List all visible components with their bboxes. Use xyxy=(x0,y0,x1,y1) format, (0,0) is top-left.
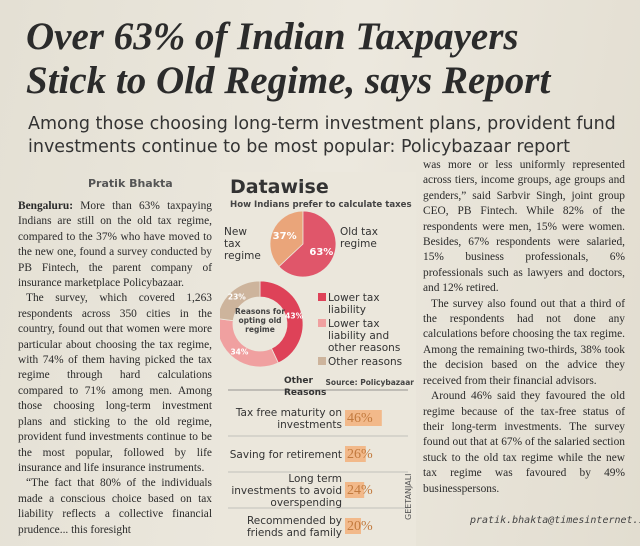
legend-swatch xyxy=(318,357,326,365)
pie-label: Old tax regime xyxy=(340,226,378,250)
donut-center: Reasons for opting old regime xyxy=(234,307,286,334)
slice xyxy=(278,210,337,278)
dateline: Bengaluru: xyxy=(18,200,74,212)
paragraph: The survey also found out that a third o… xyxy=(423,297,625,387)
value-label: 37% xyxy=(273,231,297,242)
headline: Over 63% of Indian Taxpayers xyxy=(26,15,519,58)
value-label: 26% xyxy=(347,447,373,462)
datawise-subtitle: How Indians prefer to calculate taxes xyxy=(230,200,412,210)
value-label: 43% xyxy=(285,311,303,320)
value-label: 24% xyxy=(347,483,373,498)
bar xyxy=(345,446,366,462)
value-label: 63% xyxy=(309,247,333,258)
legend-label: Other reasons xyxy=(328,356,403,368)
datawise-graphics: 37% 63% 43% 34% 23% 46% 26% 24% 20% xyxy=(220,210,408,534)
bar xyxy=(345,482,365,498)
datawise-box: 37% 63% 43% 34% 23% 46% 26% 24% 20% Datawise How… xyxy=(220,172,416,546)
legend-label: Lower tax liability xyxy=(328,292,380,316)
email: pratik.bhakta@timesinternet.in xyxy=(470,515,640,526)
source: Source: Policybazaar xyxy=(325,378,414,387)
text: More than 63% taxpaying Indians are stil… xyxy=(18,200,212,290)
row-label: Tax free maturity on investments xyxy=(235,407,342,431)
datawise-title: Datawise xyxy=(230,176,329,198)
slice xyxy=(220,280,261,322)
headline: Stick to Old Regime, says Report xyxy=(26,59,551,102)
row-label: Long term investments to avoid overspend… xyxy=(231,473,342,509)
credit: GEETANJALI xyxy=(404,473,413,520)
row-label: Saving for retirement xyxy=(229,449,342,461)
value-label: 23% xyxy=(228,293,246,302)
column: was more or less uniformly represented a… xyxy=(423,158,625,497)
value-label: 34% xyxy=(230,347,248,356)
value-label: 46% xyxy=(347,411,373,426)
slice xyxy=(269,210,304,268)
paragraph: was more or less uniformly represented a… xyxy=(423,159,625,295)
row-label: Recommended by friends and family xyxy=(246,515,342,539)
legend-swatch xyxy=(318,293,326,301)
slice xyxy=(220,318,279,368)
legend-swatch xyxy=(318,319,326,327)
legend-label: Lower tax liability and other reasons xyxy=(328,318,401,354)
paragraph: Around 46% said they favoured the old re… xyxy=(423,390,625,495)
section-title: Other Reasons xyxy=(284,376,327,398)
slice xyxy=(259,280,304,364)
byline: Pratik Bhakta xyxy=(88,177,173,190)
bar xyxy=(345,410,382,426)
pie-label: New tax regime xyxy=(224,226,261,262)
paragraph: Bengaluru: More than 63% taxpaying India… xyxy=(18,199,212,291)
paragraph: “The fact that 80% of the individuals ma… xyxy=(18,477,212,536)
column: Bengaluru: More than 63% taxpaying India… xyxy=(18,199,212,538)
bar xyxy=(345,518,361,534)
paragraph: The survey, which covered 1,263 responde… xyxy=(18,292,212,474)
value-label: 20% xyxy=(347,519,373,534)
subheadline: Among those choosing long-term investmen… xyxy=(28,114,616,157)
